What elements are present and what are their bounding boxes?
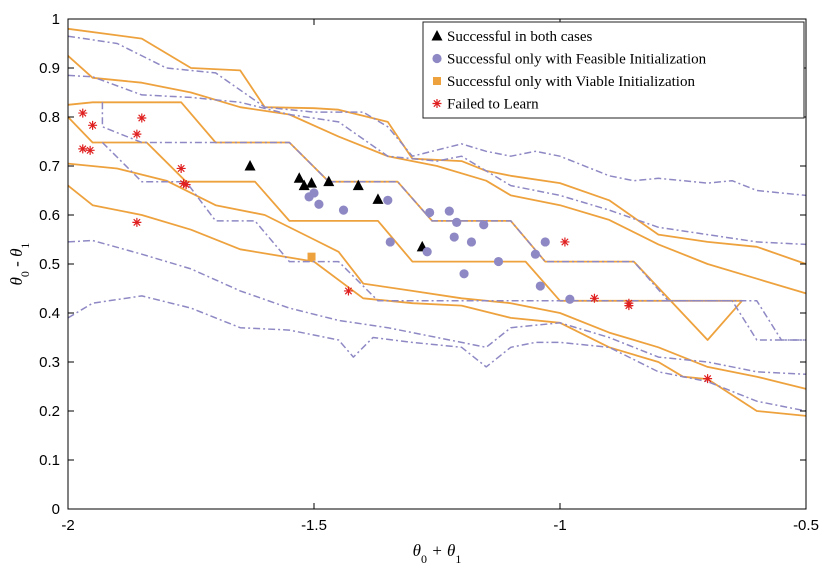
triangle-point-0-6 xyxy=(372,193,384,204)
circle-point-1-6 xyxy=(425,207,435,218)
triangle-point-0-0 xyxy=(244,160,256,171)
legend-box xyxy=(422,21,805,119)
boundary-lines-layer xyxy=(67,27,807,417)
y-tick-label: 0.6 xyxy=(39,207,60,224)
y-tick-label: 0.8 xyxy=(39,109,60,126)
circle-point-1-14 xyxy=(459,269,469,279)
triangle-point-0-3 xyxy=(306,177,318,188)
x-axis-label: θ0 + θ1 xyxy=(413,541,462,566)
y-tick-label: 0.5 xyxy=(39,256,60,273)
legend-entry-3: Failed to Learn xyxy=(447,97,539,113)
star-point-3-15 xyxy=(703,374,713,384)
circle-point-1-13 xyxy=(422,247,432,257)
legend-marker-triangle xyxy=(431,30,443,41)
circle-point-1-1 xyxy=(304,192,314,202)
circle-point-1-2 xyxy=(314,199,324,209)
orange-boundary-line-2 xyxy=(67,101,743,341)
star-point-3-0 xyxy=(78,108,88,118)
circle-point-1-12 xyxy=(493,256,504,267)
x-tick-label: -0.5 xyxy=(793,517,819,534)
star-point-3-8 xyxy=(181,180,191,190)
orange-boundary-line-4 xyxy=(67,184,807,417)
purple-dashdot-line-5 xyxy=(67,35,807,197)
y-tick-label: 0.3 xyxy=(39,354,60,371)
star-point-3-2 xyxy=(137,113,147,123)
purple-dashdot-line-8 xyxy=(101,141,806,341)
circle-point-1-7 xyxy=(444,206,454,216)
y-tick-label: 0.2 xyxy=(39,403,60,420)
star-point-3-5 xyxy=(85,145,95,155)
circle-point-1-5 xyxy=(385,237,395,247)
circle-point-1-3 xyxy=(338,205,349,215)
purple-dashdot-line-6 xyxy=(67,74,807,246)
circle-point-1-4 xyxy=(383,195,393,205)
y-tick-label: 0.4 xyxy=(39,305,60,322)
star-point-3-12 xyxy=(589,293,599,303)
circle-point-1-15 xyxy=(530,249,541,259)
x-tick-label: -1 xyxy=(553,517,566,534)
legend-marker-circle xyxy=(432,53,442,64)
star-point-3-9 xyxy=(132,217,142,227)
star-point-3-7 xyxy=(179,179,189,189)
circle-point-1-11 xyxy=(479,220,489,230)
legend-entry-1: Successful only with Feasible Initializa… xyxy=(447,52,707,68)
axis-ticks-layer: -2 -1.5 -1 -0.5 0 0.1 0.2 0.3 0.4 0.5 0.6 0.7 0.8 0.9… xyxy=(39,11,819,534)
y-tick-label: 0.9 xyxy=(39,60,60,77)
axis-labels-layer: θ0 + θ1 θ0 - θ1 xyxy=(7,243,461,566)
y-tick-label: 1 xyxy=(52,11,60,28)
star-point-3-3 xyxy=(132,129,142,139)
x-tick-label: -1.5 xyxy=(301,517,327,534)
orange-boundary-line-3 xyxy=(67,162,807,390)
circle-point-1-9 xyxy=(449,232,459,242)
circle-point-1-17 xyxy=(535,281,545,291)
star-point-3-11 xyxy=(560,237,570,247)
circle-point-1-8 xyxy=(452,217,462,227)
y-tick-label: 0.7 xyxy=(39,158,60,175)
orange-boundary-line-0 xyxy=(67,27,807,265)
legend-entry-0: Successful in both cases xyxy=(447,29,593,45)
x-tick-label: -2 xyxy=(61,517,74,534)
legend-entry-2: Successful only with Viable Initializati… xyxy=(447,74,695,90)
orange-boundary-line-1 xyxy=(67,55,807,295)
purple-dashdot-line-10 xyxy=(67,295,807,412)
triangle-point-0-4 xyxy=(323,175,335,187)
star-point-3-4 xyxy=(78,144,88,154)
y-axis-label: θ0 - θ1 xyxy=(7,243,32,286)
markers-layer xyxy=(78,108,713,384)
star-point-3-1 xyxy=(88,120,98,130)
circle-point-1-18 xyxy=(565,294,575,304)
legend: Successful in both cases Successful only … xyxy=(422,21,805,119)
circle-point-1-10 xyxy=(466,237,477,247)
star-point-3-14 xyxy=(624,301,634,311)
legend-marker-square xyxy=(433,77,441,85)
triangle-point-0-5 xyxy=(352,179,364,191)
triangle-point-0-1 xyxy=(293,172,305,183)
purple-dashdot-line-7 xyxy=(101,102,806,341)
legend-marker-star xyxy=(432,99,442,108)
circle-point-1-16 xyxy=(540,237,550,247)
star-point-3-10 xyxy=(343,286,353,296)
y-tick-label: 0 xyxy=(52,501,60,518)
square-point-2-0 xyxy=(307,252,316,261)
star-point-3-6 xyxy=(176,163,186,173)
y-tick-label: 0.1 xyxy=(39,452,60,469)
purple-dashdot-line-9 xyxy=(67,239,807,376)
